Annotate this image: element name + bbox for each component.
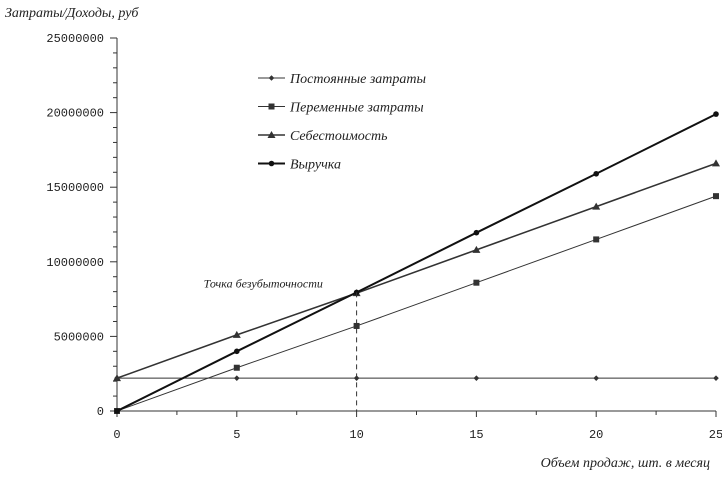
data-point — [353, 322, 360, 329]
y-tick-label: 20000000 — [46, 107, 104, 121]
series-line — [116, 113, 717, 412]
data-point — [593, 170, 599, 177]
legend-marker — [267, 131, 276, 138]
data-point — [234, 375, 240, 381]
axes — [110, 37, 717, 417]
x-tick-labels: 0 5 10 15 20 25 — [113, 428, 722, 442]
y-tick-label: 15000000 — [46, 181, 104, 195]
y-tick-label: 10000000 — [46, 256, 104, 270]
x-tick-label: 20 — [589, 428, 603, 442]
series-line — [116, 162, 717, 379]
data-point — [473, 279, 480, 286]
legend-label: Себестоимость — [290, 129, 388, 144]
data-point — [712, 159, 720, 167]
y-tick-label: 25000000 — [46, 32, 104, 46]
y-tick-label: 5000000 — [54, 330, 104, 344]
data-point — [233, 364, 240, 371]
series-2 — [114, 193, 719, 414]
legend-marker — [268, 160, 275, 167]
data-point — [713, 375, 719, 381]
legend-label: Постоянные затраты — [289, 72, 426, 87]
data-point — [473, 229, 480, 236]
annotation-layer: Точка безубыточности — [204, 276, 358, 411]
data-point — [114, 408, 120, 414]
legend-marker — [268, 103, 275, 110]
y-tick-labels: 0 5000000 10000000 15000000 20000000 25000000 — [46, 32, 104, 419]
legend-marker — [268, 75, 275, 81]
data-point — [473, 375, 480, 381]
legend-item-1: Постоянные затраты — [258, 72, 426, 87]
x-tick-label: 0 — [113, 428, 120, 442]
y-tick-label: 0 — [97, 405, 104, 419]
break-even-label: Точка безубыточности — [204, 276, 323, 290]
legend-item-3: Себестоимость — [258, 129, 388, 144]
x-tick-label: 15 — [469, 428, 483, 442]
data-point — [234, 348, 240, 355]
series-layer — [113, 111, 720, 414]
x-tick-label: 5 — [233, 428, 240, 442]
legend-label: Переменные затраты — [289, 101, 424, 116]
y-axis-title: Затраты/Доходы, руб — [5, 6, 139, 21]
data-point — [593, 375, 599, 381]
data-point — [713, 193, 719, 200]
data-point — [113, 374, 121, 382]
series-3 — [113, 159, 720, 382]
legend: Постоянные затраты Переменные затраты Себе… — [258, 72, 426, 173]
series-4 — [114, 111, 719, 414]
x-tick-label: 10 — [349, 428, 363, 442]
x-tick-label: 25 — [709, 428, 722, 442]
series-line — [116, 195, 717, 412]
data-point — [232, 330, 241, 338]
data-point — [713, 111, 719, 117]
legend-item-4: Выручка — [258, 158, 341, 173]
data-point — [593, 236, 600, 243]
legend-label: Выручка — [290, 158, 341, 173]
legend-item-2: Переменные затраты — [258, 101, 424, 116]
data-point — [592, 202, 601, 210]
x-axis-title: Объем продаж, шт. в месяц — [541, 456, 710, 471]
series-1 — [114, 375, 719, 381]
data-point — [472, 245, 481, 253]
